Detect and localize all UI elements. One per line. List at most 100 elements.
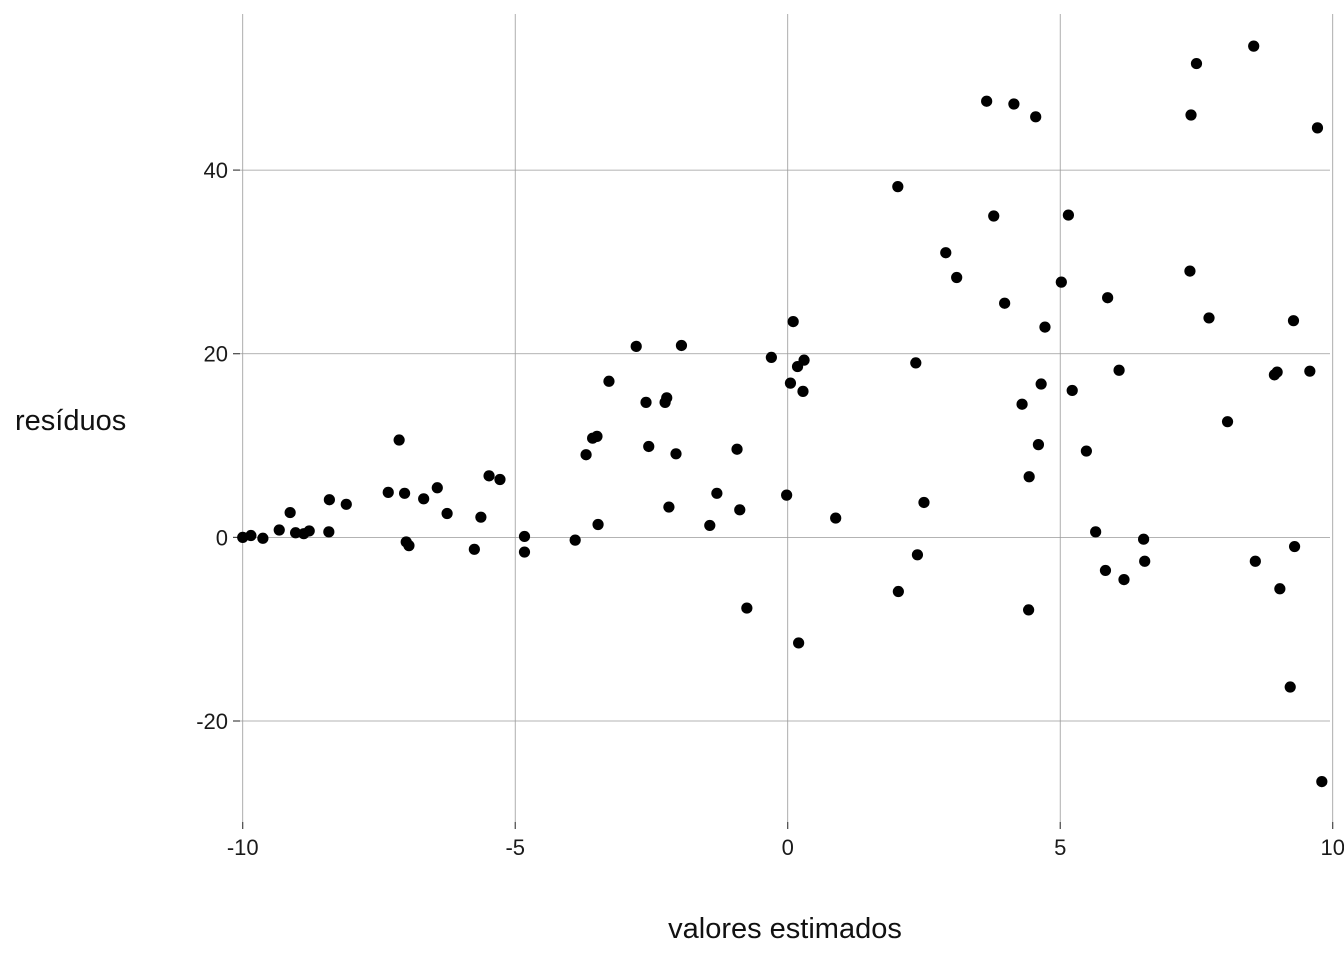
data-point — [918, 496, 930, 509]
data-point — [1055, 276, 1067, 288]
data-point — [1030, 111, 1042, 123]
data-point — [731, 443, 743, 455]
data-point — [398, 487, 411, 499]
data-point — [663, 501, 675, 513]
data-point — [431, 482, 443, 494]
data-point — [1287, 315, 1300, 327]
scatter-points — [237, 40, 1328, 788]
data-point — [1099, 564, 1112, 577]
data-point — [787, 315, 799, 328]
data-point — [483, 470, 495, 482]
data-point — [830, 512, 842, 524]
data-point — [711, 487, 723, 499]
data-point — [591, 430, 603, 442]
data-point — [580, 449, 592, 461]
data-point — [1090, 526, 1102, 538]
data-point — [892, 181, 904, 193]
data-point — [630, 340, 642, 352]
data-point — [1284, 681, 1296, 693]
data-point — [741, 602, 753, 614]
y-axis-title: resíduos — [15, 405, 126, 437]
data-point — [1023, 604, 1035, 616]
data-point — [418, 493, 430, 505]
data-point — [797, 385, 809, 397]
data-point — [323, 494, 335, 506]
data-point — [734, 504, 746, 516]
data-point — [323, 526, 335, 538]
data-point — [781, 489, 793, 501]
data-point — [1249, 555, 1261, 567]
vertical-gridlines — [242, 14, 1334, 822]
data-point — [245, 529, 257, 542]
data-point — [1062, 209, 1074, 221]
x-axis-title: valores estimados — [668, 913, 902, 945]
data-point — [1271, 366, 1283, 378]
data-point — [592, 518, 604, 531]
data-point — [940, 247, 952, 259]
data-point — [303, 525, 315, 537]
data-point — [494, 473, 506, 486]
data-point — [1016, 398, 1028, 410]
data-point — [640, 396, 652, 408]
data-point — [643, 440, 655, 453]
data-point — [289, 527, 302, 539]
data-point — [704, 519, 716, 532]
data-point — [1203, 312, 1215, 324]
y-tick-label: -20 — [196, 709, 228, 734]
data-point — [951, 271, 963, 284]
data-point — [670, 448, 682, 460]
data-point — [1102, 292, 1114, 304]
y-tick-label: 0 — [216, 525, 228, 550]
data-point — [1023, 471, 1035, 483]
data-point — [340, 498, 352, 510]
data-point — [1138, 533, 1150, 545]
data-point — [518, 546, 531, 558]
data-point — [284, 506, 296, 519]
data-point — [1185, 109, 1197, 121]
data-point — [1035, 378, 1047, 390]
data-point — [1288, 540, 1301, 553]
data-point — [1316, 776, 1328, 788]
data-point — [1248, 40, 1260, 52]
data-point — [798, 354, 810, 366]
data-point — [603, 375, 615, 387]
data-point — [911, 549, 924, 561]
data-point — [765, 351, 777, 363]
data-point — [1118, 574, 1130, 586]
data-point — [1190, 57, 1203, 70]
horizontal-gridlines — [240, 169, 1330, 722]
data-point — [403, 540, 415, 552]
data-point — [981, 95, 993, 107]
x-axis-ticks: -10 -5 0 5 10 — [227, 822, 1344, 860]
x-tick-label: -5 — [505, 835, 525, 860]
data-point — [1080, 445, 1092, 457]
data-point — [441, 507, 453, 520]
data-point — [999, 297, 1011, 309]
data-point — [675, 339, 688, 352]
data-point — [1184, 265, 1196, 277]
x-tick-label: -10 — [227, 835, 259, 860]
data-point — [382, 486, 394, 498]
data-point — [569, 534, 581, 546]
y-axis-ticks: -20 0 20 40 — [196, 158, 240, 734]
data-point — [1039, 321, 1051, 333]
data-point — [1311, 122, 1324, 134]
data-point — [1139, 555, 1151, 567]
data-point — [1274, 583, 1286, 595]
data-point — [1032, 439, 1045, 451]
data-point — [892, 585, 904, 598]
x-tick-label: 5 — [1054, 835, 1066, 860]
data-point — [784, 377, 797, 389]
data-point — [273, 524, 285, 536]
data-point — [475, 511, 487, 523]
data-point — [468, 543, 480, 555]
data-point — [393, 434, 405, 446]
data-point — [1113, 364, 1125, 376]
data-point — [257, 532, 269, 544]
data-point — [1008, 98, 1020, 110]
data-point — [661, 392, 673, 404]
data-point — [1221, 416, 1234, 428]
data-point — [1066, 384, 1078, 397]
y-tick-label: 40 — [204, 158, 228, 183]
